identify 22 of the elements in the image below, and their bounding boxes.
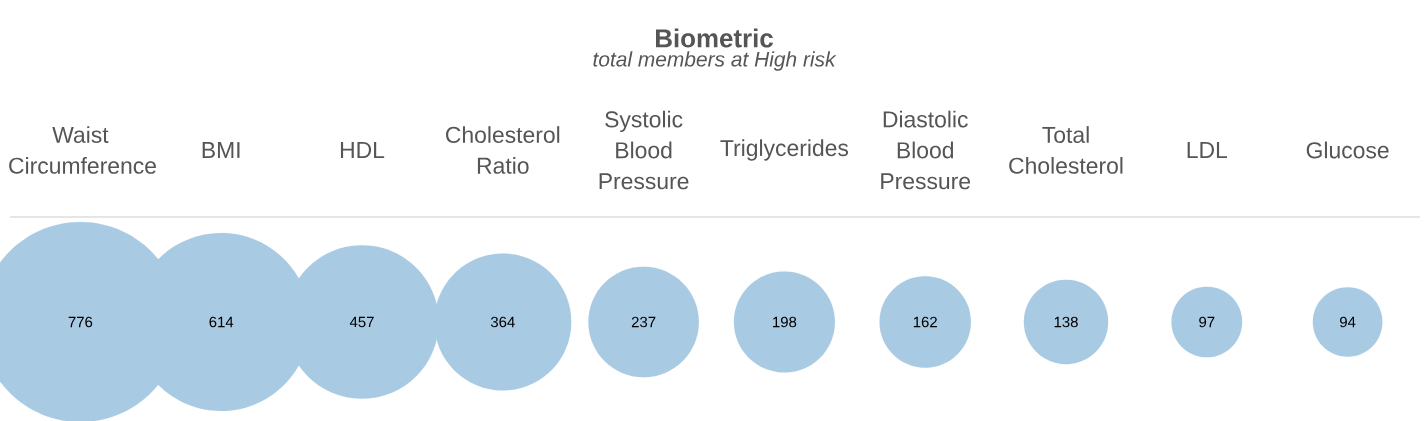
text: Biometric [656,28,773,48]
data-label: 614 [209,316,234,328]
data-label: 237 [631,316,656,328]
data-label: 97 [1199,316,1215,328]
data-label: 364 [490,316,515,328]
category-label: BMI [202,142,240,158]
category-label: Total Cholesterol [1009,126,1123,174]
data-label: 457 [349,316,374,328]
category-label: HDL [340,142,385,158]
category-label: Waist Circumference [9,126,156,174]
data-label: 94 [1339,316,1356,328]
category-label: Glucose [1306,141,1389,159]
text: total members at High risk [593,51,837,71]
data-label: 776 [68,316,93,328]
data-label: 198 [773,316,797,328]
data-label: 162 [913,316,937,328]
category-label: Diastolic Blood Pressure [881,110,971,190]
category-label: Triglycerides [720,139,849,161]
category-label: Systolic Blood Pressure [599,110,689,190]
category-label: Cholesterol Ratio [446,126,560,174]
data-label: 138 [1054,316,1078,328]
category-label: LDL [1187,142,1228,158]
